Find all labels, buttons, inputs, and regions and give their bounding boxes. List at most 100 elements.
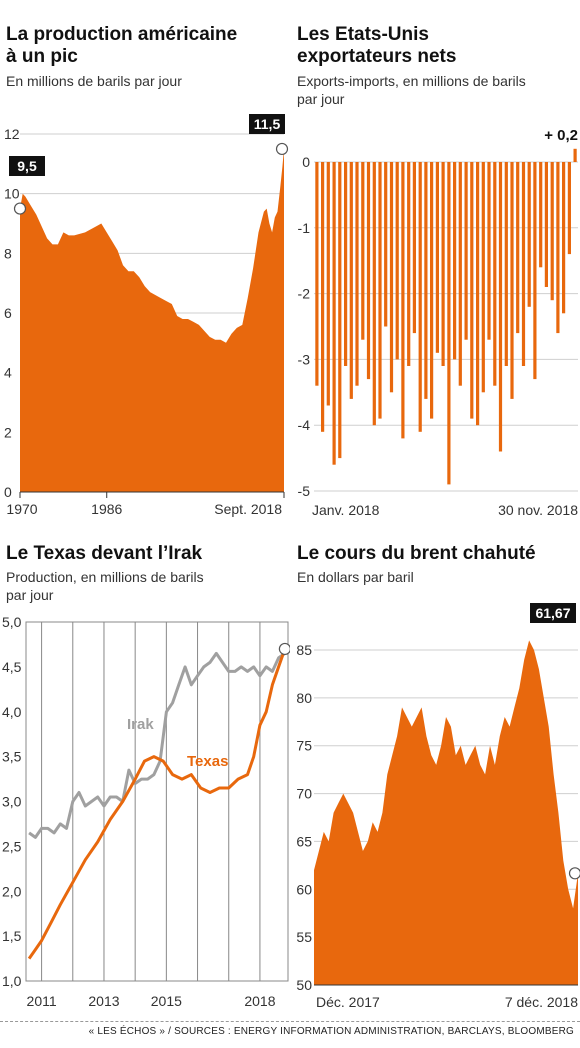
chart2-bar bbox=[458, 162, 462, 386]
chart2-bar bbox=[366, 162, 371, 380]
chart3-ytick-label: 5,0 bbox=[2, 614, 22, 630]
chart2-bar bbox=[315, 162, 319, 386]
chart1-ytick-label: 8 bbox=[4, 245, 12, 261]
chart3-ytick-label: 4,0 bbox=[2, 704, 22, 720]
chart2-bar bbox=[453, 162, 457, 360]
chart3-xtick-label: 2011 bbox=[27, 993, 57, 1009]
chart1-xtick-label: Sept. 2018 bbox=[214, 501, 282, 517]
chart4-ytick-label: 65 bbox=[296, 833, 312, 849]
chart4-brent: 50 55 60 65 70 75 80 85 Déc. 2017 7 déc. 2018 61,6… bbox=[296, 603, 580, 1010]
chart3-subtitle: Production, en millions de barils par jo… bbox=[6, 569, 204, 603]
chart3-title: Le Texas devant l’Irak bbox=[6, 543, 203, 564]
source-divider bbox=[0, 1021, 580, 1022]
chart4-subtitle: En dollars par baril bbox=[297, 569, 414, 585]
chart1-xtick-label: 1970 bbox=[6, 501, 37, 517]
chart3-ytick-label: 2,5 bbox=[2, 838, 22, 854]
chart2-bar bbox=[355, 162, 359, 386]
chart2-bar bbox=[539, 162, 543, 268]
chart2-callout-last: + 0,2 bbox=[544, 127, 578, 144]
chart3-ytick-label: 3,0 bbox=[2, 794, 22, 810]
chart3-ytick-label: 4,5 bbox=[2, 659, 22, 675]
chart4-ytick-label: 60 bbox=[296, 881, 312, 897]
chart2-bar bbox=[521, 162, 526, 366]
chart2-bar bbox=[447, 162, 451, 485]
chart4-callout-last: 61,67 bbox=[530, 603, 576, 623]
chart4-ytick-label: 75 bbox=[296, 738, 312, 754]
chart1-marker-start bbox=[13, 202, 27, 215]
chart2-bar bbox=[516, 162, 520, 334]
chart2-bar bbox=[435, 162, 439, 353]
chart3-ytick-label: 1,0 bbox=[2, 973, 22, 989]
chart2-bar bbox=[349, 162, 353, 399]
chart1-ytick-label: 12 bbox=[4, 126, 20, 142]
chart2-bar bbox=[344, 162, 348, 366]
chart2-net-exports: -5 -4 -3 -2 -1 0 + 0,2 Janv. 2018 30 nov. 2018 bbox=[298, 127, 579, 518]
chart2-bar bbox=[550, 162, 554, 301]
chart2-xtick-label: 30 nov. 2018 bbox=[498, 502, 578, 518]
chart2-ytick-label: -2 bbox=[298, 286, 311, 302]
chart3-texas-irak: 1,0 1,5 2,0 2,5 3,0 3,5 4,0 4,5 5,0 2011 2013 2015 2… bbox=[2, 614, 290, 1009]
chart1-callout-start: 9,5 bbox=[9, 156, 45, 176]
chart3-line-irak bbox=[28, 651, 286, 839]
chart3-ytick-label: 1,5 bbox=[2, 928, 22, 944]
chart4-callout-last-label: 61,67 bbox=[535, 605, 570, 621]
chart2-bar bbox=[384, 162, 388, 327]
chart4-title: Le cours du brent chahuté bbox=[297, 543, 536, 564]
chart4-ytick-label: 55 bbox=[296, 929, 312, 945]
chart1-ytick-label: 6 bbox=[4, 305, 12, 321]
chart1-callout-end: 11,5 bbox=[249, 114, 285, 134]
chart3-ytick-label: 2,0 bbox=[2, 883, 22, 899]
chart2-bar bbox=[389, 162, 394, 393]
chart3-frame bbox=[25, 621, 289, 982]
chart2-subtitle: Exports-imports, en millions de barils p… bbox=[297, 73, 526, 107]
chart4-ytick-label: 50 bbox=[296, 977, 312, 993]
chart3-legend-texas: Texas bbox=[187, 753, 228, 770]
chart1-xtick-label: 1986 bbox=[91, 501, 122, 517]
chart4-xtick-label: 7 déc. 2018 bbox=[505, 994, 578, 1010]
chart1-ytick-label: 0 bbox=[4, 484, 12, 500]
chart2-bar bbox=[332, 162, 336, 465]
chart4-ytick-label: 85 bbox=[296, 642, 312, 658]
chart1-ytick-label: 4 bbox=[4, 365, 12, 381]
chart2-bar bbox=[441, 162, 445, 366]
chart3-xtick-label: 2013 bbox=[88, 993, 119, 1009]
chart2-bar bbox=[418, 162, 422, 432]
chart2-bar bbox=[493, 162, 497, 386]
chart4-xtick-label: Déc. 2017 bbox=[316, 994, 380, 1010]
chart2-bar bbox=[464, 162, 468, 340]
chart2-bar bbox=[338, 162, 342, 459]
chart1-marker-end bbox=[275, 142, 289, 156]
chart2-xtick-label: Janv. 2018 bbox=[312, 502, 380, 518]
chart2-bar bbox=[498, 162, 503, 452]
chart2-bar bbox=[430, 162, 434, 419]
chart2-bar bbox=[401, 162, 405, 439]
chart2-ytick-label: -3 bbox=[298, 351, 311, 367]
chart2-bar bbox=[424, 162, 428, 399]
chart2-bar bbox=[544, 162, 548, 287]
chart1-callout-end-box bbox=[249, 114, 285, 134]
chart4-ytick-label: 80 bbox=[296, 690, 312, 706]
chart2-bar bbox=[573, 148, 577, 162]
chart2-bar bbox=[556, 162, 560, 334]
chart2-bar bbox=[407, 162, 411, 366]
chart2-bar bbox=[361, 162, 365, 340]
chart2-bar bbox=[470, 162, 474, 419]
chart2-bar bbox=[487, 162, 491, 340]
chart2-ytick-label: -1 bbox=[298, 220, 311, 236]
chart2-bar bbox=[527, 162, 531, 307]
chart1-callout-start-box bbox=[9, 156, 45, 176]
chart2-bar bbox=[504, 162, 508, 366]
chart4-area bbox=[314, 640, 578, 985]
chart1-area bbox=[20, 148, 284, 492]
chart2-bar bbox=[412, 162, 416, 334]
chart2-bar bbox=[533, 162, 537, 380]
chart2-bar bbox=[476, 162, 480, 426]
chart2-ytick-label: 0 bbox=[302, 154, 310, 170]
chart2-title: Les Etats-Unis exportateurs nets bbox=[297, 24, 457, 67]
chart1-callout-start-label: 9,5 bbox=[17, 158, 37, 174]
chart2-bar bbox=[321, 162, 325, 432]
chart2-bar bbox=[562, 162, 566, 314]
chart4-marker-end bbox=[568, 867, 580, 880]
chart1-title: La production américaine à un pic bbox=[6, 24, 238, 67]
chart1-production: 0 2 4 6 8 10 12 1970 1986 Sept. 2018 9,5 11,5 bbox=[4, 114, 289, 517]
